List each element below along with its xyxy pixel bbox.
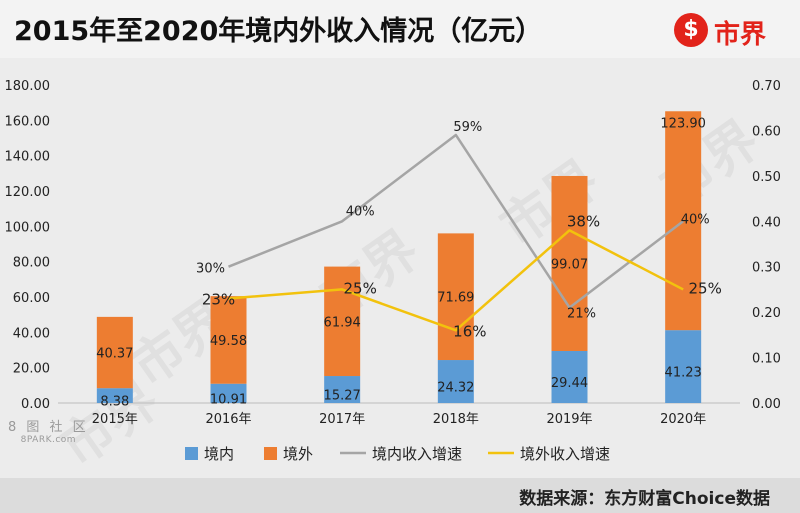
bar-overseas-label: 49.58 [210, 334, 247, 349]
y-left-tick-label: 80.00 [13, 256, 50, 271]
line-domestic-growth [228, 133, 684, 309]
site-watermark-en: 8PARK.com [20, 435, 77, 445]
x-tick-label: 2015年 [92, 412, 138, 427]
y-right-tick-label: 0.20 [752, 306, 781, 321]
line-domestic-growth-label: 40% [681, 212, 710, 227]
bar-domestic [437, 360, 474, 403]
legend-label-0: 境内 [204, 445, 234, 463]
line-domestic-growth-label: 30% [196, 262, 225, 277]
y-left-tick-label: 160.00 [5, 114, 51, 129]
y-right-tick-label: 0.70 [752, 79, 781, 94]
bar-domestic-label: 41.23 [665, 366, 702, 381]
y-right-tick-label: 0.00 [752, 397, 781, 412]
x-tick-label: 2019年 [546, 412, 592, 427]
bar-overseas-label: 71.69 [437, 291, 474, 306]
logo-dollar-icon: $ [674, 13, 708, 47]
legend-label-1: 境外 [283, 445, 313, 463]
logo-text: 市界 [714, 20, 767, 50]
line-domestic-growth-label: 40% [346, 204, 375, 219]
bar-overseas [324, 266, 361, 377]
y-left-tick-label: 140.00 [5, 150, 51, 165]
bar-domestic-label: 8.38 [100, 395, 129, 410]
bar-domestic [665, 330, 702, 403]
bar-overseas [96, 316, 133, 389]
bar-domestic [324, 376, 361, 403]
x-tick-label: 2018年 [433, 412, 479, 427]
header: 2015年至2020年境内外收入情况（亿元） $ 市界 [0, 0, 800, 58]
bar-domestic-label: 29.44 [551, 376, 588, 391]
y-left-tick-label: 40.00 [13, 326, 50, 341]
bar-overseas [437, 233, 474, 361]
y-right-tick-label: 0.40 [752, 215, 781, 230]
line-overseas-growth-label: 25% [343, 279, 376, 297]
bar-overseas-label: 99.07 [551, 257, 588, 272]
bar-overseas-label: 61.94 [324, 315, 361, 330]
x-tick-label: 2016年 [205, 412, 251, 427]
data-source: 数据来源：东方财富Choice数据 [519, 489, 770, 509]
footer-band [0, 478, 800, 513]
line-domestic-growth-label: 59% [453, 120, 482, 135]
y-right-tick-label: 0.50 [752, 170, 781, 185]
site-watermark: 8 图 社 区 8PARK.com [8, 421, 89, 447]
y-left-tick-label: 20.00 [13, 362, 50, 377]
bar-domestic [96, 388, 133, 403]
legend-swatch-0 [185, 447, 198, 460]
legend-label-3: 境外收入增速 [520, 445, 610, 463]
line-domestic-growth-label: 21% [567, 307, 596, 322]
y-left-tick-label: 100.00 [5, 220, 51, 235]
legend-label-2: 境内收入增速 [372, 445, 462, 463]
y-right-tick-label: 0.10 [752, 352, 781, 367]
y-left-tick-label: 60.00 [13, 291, 50, 306]
x-tick-label: 2020年 [660, 412, 706, 427]
page-title: 2015年至2020年境内外收入情况（亿元） [14, 16, 543, 47]
line-overseas-growth-label: 16% [453, 322, 486, 340]
bar-domestic-label: 10.91 [210, 392, 247, 407]
x-tick-label: 2017年 [319, 412, 365, 427]
bar-overseas [210, 296, 247, 384]
line-overseas-growth-label: 38% [567, 212, 600, 230]
bar-domestic-label: 24.32 [437, 381, 474, 396]
legend-swatch-1 [264, 447, 277, 460]
bar-domestic-label: 15.27 [324, 389, 361, 404]
y-left-tick-label: 0.00 [21, 397, 50, 412]
bar-overseas [665, 111, 702, 331]
y-right-tick-label: 0.30 [752, 261, 781, 276]
y-right-tick-label: 0.60 [752, 124, 781, 139]
bar-overseas-label: 123.90 [660, 116, 706, 131]
site-watermark-cn: 8 图 社 区 [8, 420, 89, 435]
bar-domestic [210, 383, 247, 403]
bar-domestic [551, 350, 588, 403]
line-overseas-growth-label: 23% [202, 291, 235, 309]
brand-logo: $ 市界 [674, 12, 790, 50]
y-left-tick-label: 180.00 [5, 79, 51, 94]
bar-overseas-label: 40.37 [96, 347, 133, 362]
y-left-tick-label: 120.00 [5, 185, 51, 200]
bar-overseas [551, 175, 588, 351]
line-overseas-growth [228, 229, 684, 332]
line-overseas-growth-label: 25% [688, 279, 721, 297]
